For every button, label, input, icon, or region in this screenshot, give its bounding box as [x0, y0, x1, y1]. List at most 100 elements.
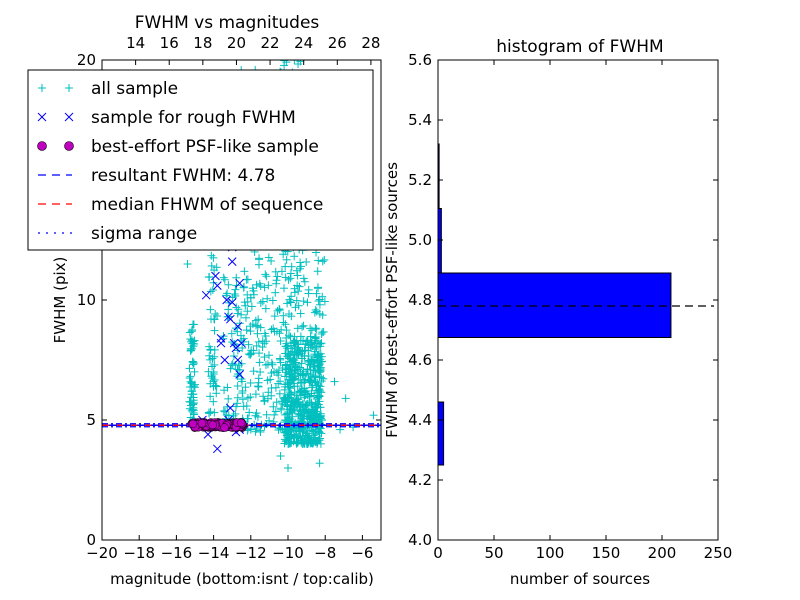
- scatter-top-xtick-label: 18: [193, 34, 212, 52]
- all-sample-point: [295, 363, 304, 372]
- scatter-panel: −20 −18 −16 −14 −12 −10 −8 −6 0 5 10 20 14 16 18 20 22 24…: [27, 13, 382, 588]
- all-sample-point: [276, 377, 285, 386]
- all-sample-point: [270, 410, 279, 419]
- all-sample-point: [264, 351, 273, 360]
- legend-circle-marker: [37, 141, 47, 151]
- all-sample-point: [316, 364, 325, 373]
- all-sample-point: [275, 304, 284, 313]
- all-sample-point: [313, 351, 322, 360]
- all-sample-point: [303, 429, 312, 438]
- all-sample-point: [341, 394, 350, 403]
- all-sample-point: [189, 359, 198, 368]
- all-sample-point: [311, 345, 320, 354]
- legend-label: all sample: [91, 79, 178, 99]
- all-sample-point: [307, 398, 316, 407]
- all-sample-point: [294, 60, 303, 69]
- all-sample-point: [209, 382, 218, 391]
- all-sample-point: [206, 392, 215, 401]
- all-sample-point: [185, 404, 194, 413]
- all-sample-point: [237, 377, 246, 386]
- all-sample-point: [187, 337, 196, 346]
- all-sample-point: [283, 352, 292, 361]
- all-sample-point: [187, 387, 196, 396]
- histogram-title: histogram of FWHM: [496, 37, 663, 57]
- all-sample-point: [286, 297, 295, 306]
- all-sample-point: [260, 353, 269, 362]
- all-sample-point: [246, 425, 255, 434]
- all-sample-point: [263, 394, 272, 403]
- all-sample-point: [296, 388, 305, 397]
- all-sample-point: [284, 413, 293, 422]
- all-sample-point: [256, 368, 265, 377]
- all-sample-point: [291, 362, 300, 371]
- all-sample-point: [302, 429, 311, 438]
- legend-x-marker: [64, 112, 74, 122]
- all-sample-point: [284, 464, 292, 472]
- scatter-ytick-label: 10: [77, 291, 96, 309]
- all-sample-point: [295, 282, 304, 291]
- all-sample-point: [211, 310, 220, 319]
- all-sample-point: [241, 301, 250, 310]
- all-sample-point: [189, 342, 198, 351]
- histogram-ytick-label: 5.0: [408, 231, 432, 249]
- all-sample-point: [241, 383, 250, 392]
- all-sample-point: [301, 401, 310, 410]
- all-sample-point: [240, 267, 249, 276]
- histogram-ylabel: FWHM of best-effort PSF-like sources: [383, 162, 401, 438]
- all-sample-point: [279, 311, 288, 320]
- all-sample-point: [296, 309, 305, 318]
- all-sample-point: [316, 439, 325, 448]
- all-sample-point: [297, 386, 306, 395]
- all-sample-point: [299, 321, 308, 330]
- all-sample-point: [227, 329, 236, 338]
- all-sample-point: [233, 309, 242, 318]
- all-sample-point: [313, 283, 322, 292]
- all-sample-point: [247, 302, 256, 311]
- rough-sample-point: [220, 355, 230, 365]
- all-sample-point: [286, 298, 295, 307]
- all-sample-point: [254, 337, 263, 346]
- scatter-legend: all sample sample for rough FWHM best-effo…: [27, 69, 374, 251]
- all-sample-point: [310, 308, 319, 317]
- all-sample-point: [311, 373, 320, 382]
- all-sample-point: [262, 410, 271, 419]
- all-sample-point: [275, 389, 284, 398]
- all-sample-point: [256, 427, 265, 436]
- all-sample-point: [279, 318, 288, 327]
- all-sample-point: [294, 301, 303, 310]
- all-sample-point: [263, 294, 272, 303]
- all-sample-point: [287, 262, 296, 271]
- all-sample-point: [303, 365, 312, 374]
- all-sample-point: [272, 398, 281, 407]
- all-sample-point: [223, 289, 232, 298]
- psf-sample-point: [220, 423, 229, 432]
- all-sample-point: [282, 334, 291, 343]
- histogram-bar: [437, 401, 445, 466]
- all-sample-point: [307, 439, 316, 448]
- all-sample-point: [251, 316, 260, 325]
- rough-sample-point: [225, 314, 235, 324]
- all-sample-point: [311, 399, 320, 408]
- all-sample-point: [301, 339, 310, 348]
- all-sample-point: [222, 291, 231, 300]
- all-sample-point: [186, 372, 195, 381]
- all-sample-point: [261, 304, 270, 313]
- all-sample-point: [303, 298, 312, 307]
- all-sample-point: [243, 275, 252, 284]
- scatter-xtick-label: −6: [351, 544, 373, 562]
- histogram-ytick-label: 4.6: [408, 351, 432, 369]
- all-sample-point: [256, 282, 265, 291]
- all-sample-point: [241, 313, 250, 322]
- all-sample-point: [281, 380, 290, 389]
- all-sample-point: [293, 271, 302, 280]
- all-sample-point: [286, 269, 295, 278]
- all-sample-point: [254, 378, 263, 387]
- all-sample-point: [261, 270, 270, 279]
- all-sample-point: [330, 377, 339, 386]
- all-sample-point: [298, 414, 307, 423]
- all-sample-point: [252, 409, 261, 418]
- histogram-ytick-label: 4.0: [408, 531, 432, 549]
- rough-sample-point: [227, 298, 237, 307]
- all-sample-point: [253, 412, 262, 421]
- rough-sample-point: [233, 322, 243, 331]
